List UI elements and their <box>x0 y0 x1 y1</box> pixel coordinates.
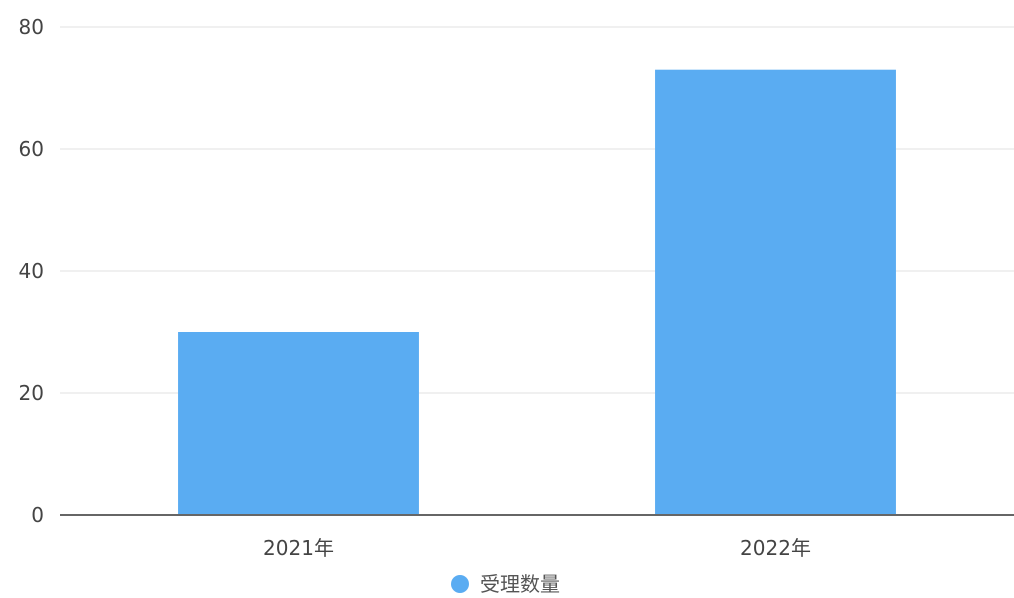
legend-swatch-icon <box>451 575 469 593</box>
bar[interactable] <box>178 332 419 515</box>
legend-label: 受理数量 <box>480 572 560 596</box>
bar[interactable] <box>655 69 896 515</box>
y-tick-label: 20 <box>19 381 44 405</box>
y-tick-label: 80 <box>19 15 44 39</box>
x-axis-tick-labels: 2021年 2022年 <box>263 536 811 560</box>
y-axis-tick-labels: 0 20 40 60 80 <box>19 15 44 527</box>
y-tick-label: 40 <box>19 259 44 283</box>
legend[interactable]: 受理数量 <box>451 572 560 596</box>
x-tick-label: 2021年 <box>263 536 334 560</box>
y-tick-label: 0 <box>31 503 44 527</box>
y-tick-label: 60 <box>19 137 44 161</box>
x-tick-label: 2022年 <box>740 536 811 560</box>
bars <box>178 69 896 515</box>
